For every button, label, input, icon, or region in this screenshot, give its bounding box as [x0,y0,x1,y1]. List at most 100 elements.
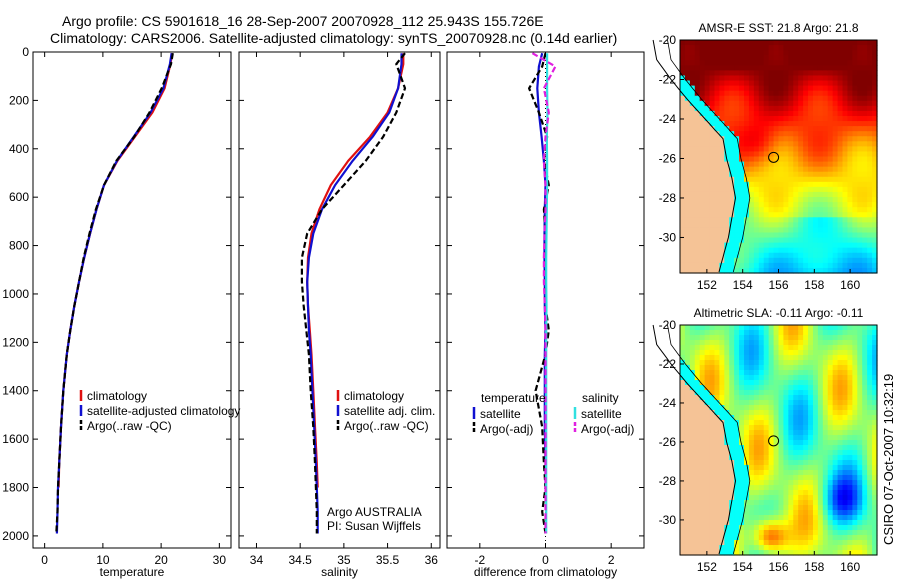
sla_map-cell [763,470,770,476]
sst_map-cell [857,191,863,198]
sst_map-cell [689,232,696,239]
sst_map-cell [729,110,735,117]
sst_map-cell [788,50,794,56]
sla_map-cell [867,530,873,536]
sla_map-cell [852,325,858,331]
sst_map-cell [852,75,858,82]
sst_map-cell [783,171,789,178]
sla_map-cell [729,455,735,461]
sst_map-cell [753,242,760,249]
sla_map-cell [808,420,814,426]
sla_map-cell [788,435,794,441]
sla_map-cell [872,505,878,511]
salinity-legend-label: Argo(..raw -QC) [344,419,429,433]
sla_map-cell [748,490,755,496]
sst_map-cell [803,115,809,122]
sla_map-cell [808,345,814,351]
sla_map-cell [872,450,878,456]
sst_map-cell [768,80,775,87]
sst_map-cell [773,197,780,203]
sla_map-cell [768,330,775,336]
sla_map-cell [758,345,765,351]
sst_map-cell [872,252,878,259]
sla_map-cell [783,540,789,546]
sst_map-cell [704,45,711,51]
sla_map-cell [758,445,765,451]
sst_map-cell [704,176,711,183]
sla_map-cell [812,350,819,356]
sla_map-cell [773,425,780,431]
sst_map-cell [803,232,809,239]
sst_map-cell [739,141,745,147]
sla_map-cell [704,400,711,406]
sla_map-cell [857,440,863,446]
sst_map-cell [689,121,696,127]
sla_map-cell [768,450,775,456]
sst_map-cell [773,202,780,208]
sst_map-cell [808,85,814,92]
sst_map-cell [857,141,863,147]
sst_map-cell [744,50,750,56]
sla_map-cell [689,385,696,391]
sla_map-cell [827,485,834,491]
sla_map-cell [847,530,853,536]
sla_map-cell [793,475,799,481]
sst_map-cell [783,252,789,259]
sst_map-cell [694,40,701,46]
sla_map-cell [680,405,686,411]
sla_map-cell [684,330,691,336]
sst_map-cell [773,131,780,137]
sst_map-cell [763,252,770,259]
sla_map-cell [812,500,819,506]
sst_map-cell [694,217,701,223]
sla_map-cell [842,545,849,551]
sla_map-cell [827,495,834,501]
sst_map-cell [709,115,716,122]
sst_map-cell [773,75,780,82]
sst_map-cell [778,207,785,213]
sla_map-cell [827,490,834,496]
sst_map-cell [699,126,706,132]
sla_map-cell [867,525,873,531]
sst_map-cell [808,110,814,117]
sst_map-cell [867,95,873,102]
sst_map-cell [758,131,765,137]
sst_map-cell [763,166,770,173]
sst_map-cell [689,115,696,122]
sst_map-cell [842,207,849,213]
sla_map-cell [714,385,720,391]
sla_map-cell [817,365,824,371]
sla_map-cell [852,475,858,481]
sst_map-cell [694,95,701,102]
sst_map-cell [822,45,829,51]
sla_map-cell [758,515,765,521]
sst_map-cell [680,262,686,269]
sst_map-cell [798,110,804,117]
sst_map-cell [778,222,785,229]
sla_map-cell [808,440,814,446]
sst_map-cell [739,252,745,259]
sst_map-cell [867,60,873,66]
sst_map-cell [734,136,740,142]
sst_map-cell [729,267,735,274]
sst_map-cell [768,207,775,213]
sla_map-cell [872,425,878,431]
sst_map-cell [872,171,878,178]
sla_map-cell [758,540,765,546]
sst_map-cell [808,176,814,183]
sst_map-cell [739,161,745,168]
sla_map-cell [719,495,725,501]
sst_map-ytick-label: -26 [659,151,677,165]
sla_map-cell [689,525,696,531]
sst_map-cell [763,186,770,193]
sst_map-cell [827,207,834,213]
sla_map-cell [758,395,765,401]
sla_map-cell [862,445,868,451]
sst_map-cell [773,146,780,153]
sst_map-cell [709,156,716,163]
sst_map-cell [798,222,804,229]
sla_map-cell [689,530,696,536]
sla_map-cell [803,535,809,541]
sla_map-cell [684,360,691,366]
sst_map-cell [724,151,730,158]
